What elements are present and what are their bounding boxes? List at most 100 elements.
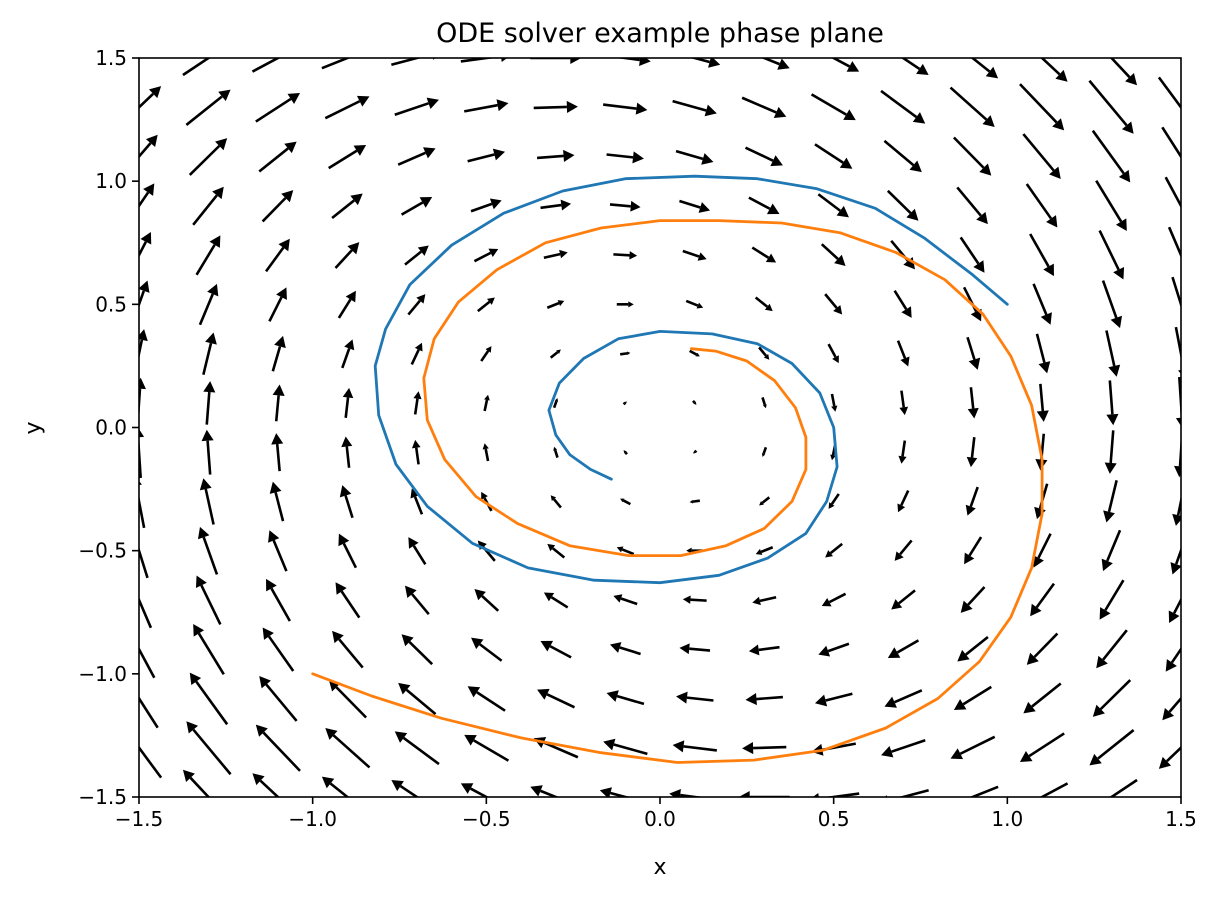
vector-arrow: [1040, 58, 1068, 82]
vector-arrow: [203, 381, 216, 425]
vector-arrow: [331, 193, 363, 220]
plot-area: [139, 58, 1181, 797]
y-axis-label: y: [21, 421, 46, 434]
vector-arrow: [404, 245, 429, 266]
vector-arrow: [477, 297, 495, 313]
vector-arrow: [1104, 430, 1117, 474]
vector-arrow: [1109, 58, 1138, 86]
vector-arrow: [830, 58, 860, 72]
vector-arrow: [679, 643, 711, 655]
vector-arrow: [201, 429, 214, 475]
vector-arrow: [398, 682, 437, 716]
vector-arrow: [966, 336, 981, 370]
vector-arrow: [949, 86, 995, 127]
vector-arrow: [1157, 76, 1181, 110]
vector-arrow: [262, 627, 295, 672]
vector-arrow: [139, 183, 155, 209]
vector-arrow: [400, 196, 433, 216]
vector-arrow: [259, 676, 298, 722]
vector-arrow: [547, 543, 566, 559]
vector-arrow: [1029, 233, 1054, 277]
vector-arrow: [1019, 83, 1065, 131]
vector-arrow: [965, 486, 979, 516]
vector-arrow: [394, 97, 439, 116]
vector-arrow: [473, 248, 499, 263]
vector-arrow: [742, 742, 787, 755]
vector-arrow: [483, 394, 490, 412]
vector-arrow: [830, 393, 838, 412]
y-tick-label: −1.5: [78, 785, 127, 809]
vector-arrow: [886, 189, 919, 221]
vector-arrow: [685, 299, 704, 309]
vector-arrow: [1033, 533, 1052, 568]
vector-arrow: [471, 637, 503, 662]
vector-arrow: [967, 387, 979, 419]
vector-arrow: [337, 290, 356, 319]
vector-arrow: [530, 785, 560, 797]
vector-arrow: [754, 296, 773, 312]
vector-arrow: [1098, 230, 1125, 280]
vector-arrow: [341, 339, 355, 369]
vector-arrow: [603, 738, 648, 756]
vector-arrow: [335, 582, 361, 619]
vector-arrow: [252, 773, 280, 797]
vector-arrow: [623, 450, 628, 456]
vector-arrow: [897, 489, 910, 513]
vector-arrow: [480, 346, 492, 362]
vector-arrow: [408, 537, 427, 565]
vector-arrow: [268, 287, 287, 322]
vector-arrow: [1168, 597, 1181, 624]
vector-arrow: [1095, 179, 1127, 231]
vector-arrow: [474, 589, 500, 612]
vector-arrow: [549, 349, 561, 359]
vector-arrow: [824, 293, 843, 315]
vector-arrow: [898, 440, 907, 464]
vector-arrow: [609, 642, 641, 656]
vector-arrow: [470, 198, 502, 213]
vector-arrow: [1023, 682, 1062, 714]
vector-arrow: [675, 149, 714, 165]
vector-arrow: [599, 787, 631, 797]
vector-arrow: [1103, 480, 1118, 523]
x-tick-label: 1.5: [1165, 807, 1197, 831]
vector-arrow: [810, 93, 856, 121]
vector-arrow: [752, 595, 777, 606]
vector-arrow: [463, 99, 509, 113]
vector-arrow: [689, 349, 700, 357]
vector-arrow: [197, 526, 219, 575]
vector-arrow: [613, 251, 638, 260]
vector-arrow: [272, 384, 285, 422]
vector-arrow: [543, 592, 569, 609]
vector-arrow: [966, 437, 978, 468]
vector-arrow: [195, 575, 222, 625]
vector-arrow: [266, 578, 291, 622]
vector-arrow: [410, 488, 424, 515]
vector-arrow: [1092, 679, 1132, 717]
vector-arrow: [530, 58, 582, 65]
vector-arrow: [821, 592, 847, 607]
vector-arrow: [744, 146, 783, 167]
vector-arrow: [896, 340, 910, 367]
vector-arrow: [738, 790, 790, 797]
vector-arrow: [546, 300, 565, 309]
vector-arrow: [748, 644, 780, 656]
vector-arrow: [884, 689, 923, 708]
vector-arrow: [255, 92, 301, 123]
vector-arrow: [325, 728, 371, 769]
y-tick-label: 0.5: [95, 292, 127, 316]
vector-arrow: [553, 446, 559, 458]
vector-arrow: [1026, 632, 1059, 665]
vector-arrow: [689, 499, 701, 504]
vector-arrow: [952, 136, 992, 176]
vector-arrow: [950, 735, 996, 760]
vector-arrow: [606, 151, 644, 164]
vector-arrow: [198, 283, 219, 326]
vector-arrow: [334, 242, 360, 269]
vector-arrow: [391, 780, 420, 797]
vector-arrow: [271, 433, 284, 472]
vector-arrow: [139, 646, 156, 679]
vector-arrow: [622, 401, 627, 406]
vector-arrow: [751, 246, 777, 263]
vector-arrow: [900, 58, 929, 75]
